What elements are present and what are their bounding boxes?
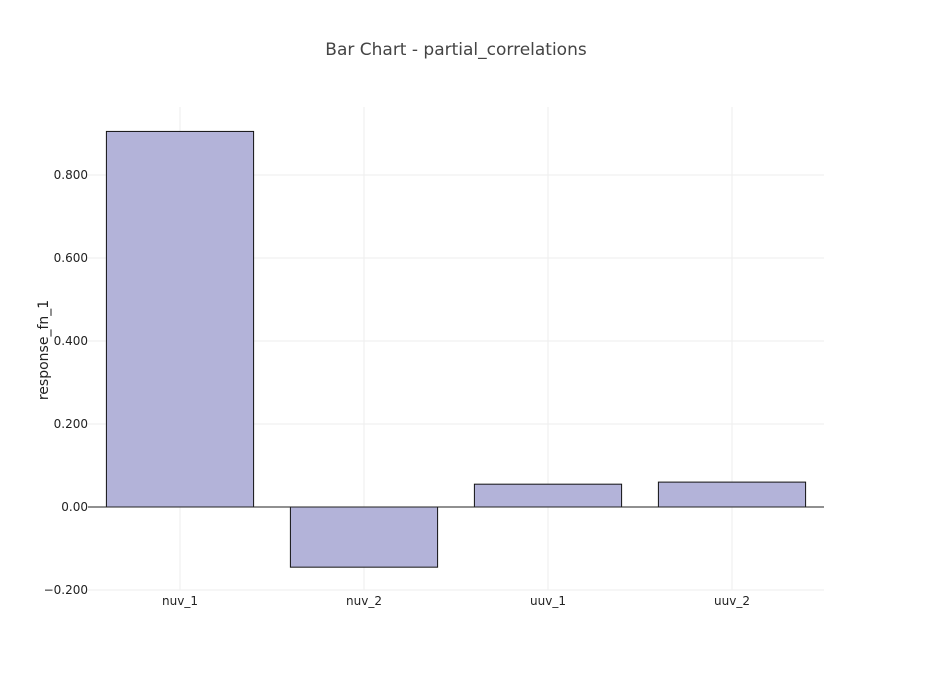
x-tick-label: uuv_1 [530,594,566,608]
axis-layer: −0.200 0.00 0.200 0.400 0.600 0.800 nuv_1 nuv_2… [44,168,824,608]
bar-layer [105,130,807,568]
bar-uuv_2[interactable] [657,481,807,508]
y-tick-label: 0.400 [54,334,88,348]
bar-nuv_2[interactable] [289,506,439,568]
bar-nuv_1[interactable] [105,130,255,508]
x-tick-label: uuv_2 [714,594,750,608]
y-tick-label: −0.200 [44,583,88,597]
bar-uuv_1[interactable] [473,483,623,508]
y-tick-label: 0.600 [54,251,88,265]
y-tick-label: 0.200 [54,417,88,431]
y-tick-label: 0.800 [54,168,88,182]
x-tick-label: nuv_1 [162,594,198,608]
y-tick-label: 0.00 [61,500,88,514]
chart-title: Bar Chart - partial_correlations [325,40,587,60]
x-tick-label: nuv_2 [346,594,382,608]
y-axis-title: response_fn_1 [36,300,52,400]
